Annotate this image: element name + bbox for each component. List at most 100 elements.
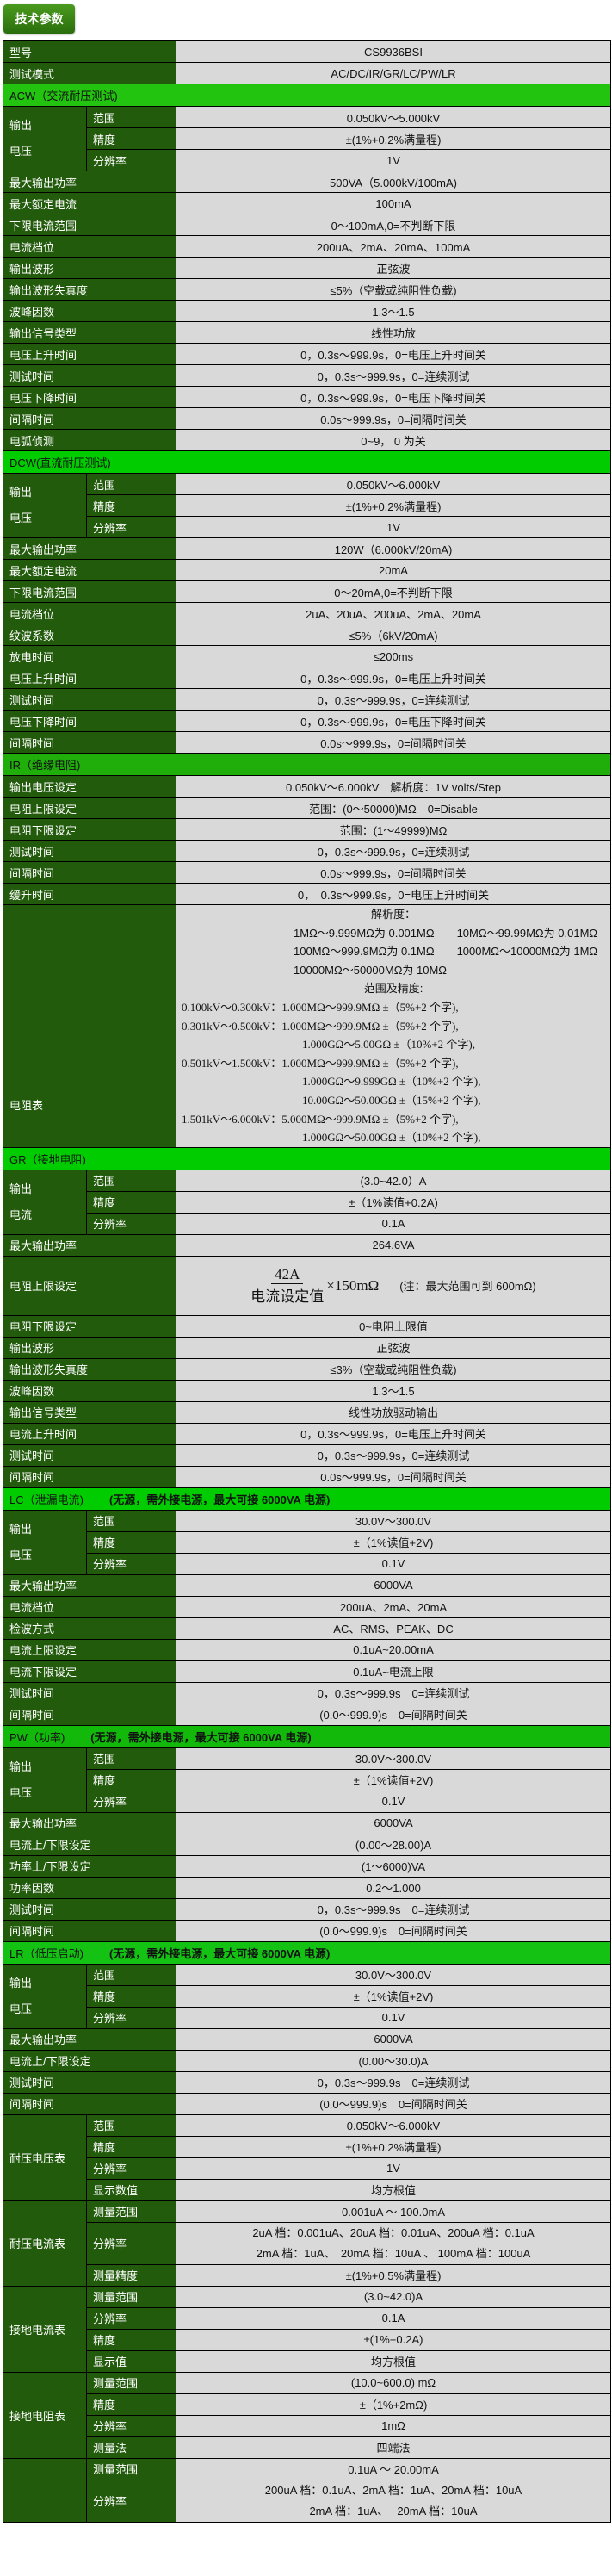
spec-row: 测量法 四端法 [3,2436,611,2459]
spec-row: 下限电流范围 0～100mA,0=不判断下限 [2,214,611,236]
section-title: LC（泄漏电流) [9,1493,83,1506]
section-header-row: GR（接地电阻) [3,1146,611,1170]
spec-row: 输出波形 正弦波 [2,1336,611,1359]
sub-label: 精度 [85,1530,177,1554]
spec-label: 输出波形失真度 [2,1357,177,1381]
resistance-spec-line: 1MΩ～9.999MΩ为 0.001MΩ 10MΩ～99.99MΩ为 0.01M… [294,926,598,940]
spec-row: 最大输出功率 6000VA [2,2027,611,2051]
spec-label: 间隔时间 [2,1919,177,1942]
spec-row: 最大额定电流 20mA [2,559,611,581]
spec-label: 功率因数 [2,1876,177,1899]
spec-label: 测试时间 [2,1443,177,1467]
spec-row: 电流上/下限设定 (0.00～30.0)A [2,2049,611,2072]
spec-label: 最大输出功率 [2,1233,177,1257]
group-cell: 耐压电流表 [3,2200,87,2287]
spec-value: ≤3%（空载或纯阻性负载) [176,1357,611,1381]
sub-label: 分辨率 [85,2414,177,2437]
spec-value: 正弦波 [176,1336,611,1359]
resistance-spec-line: 解析度： [371,908,417,921]
spec-label: 输出波形 [2,257,177,279]
spec-value: 30.0V～300.0V [176,1963,611,1986]
resistance-spec-line: 10.00GΩ～50.00GΩ ±（15%+2 个字), [302,1093,481,1107]
spec-value: (3.0~42.0）A [176,1169,611,1192]
spec-value: 0.1V [176,1552,611,1575]
sub-label: 分辨率 [85,1790,177,1813]
spec-value: 范围：(0～50000)MΩ 0=Disable [176,797,611,819]
spec-label: 最大输出功率 [2,2027,177,2051]
spec-row: 电阻下限设定 范围：(1～49999)MΩ [2,818,611,841]
spec-table: 型号 CS9936BSI 测试模式 AC/DC/IR/GR/LC/PW/LR ACW（交… [2,40,611,2523]
spec-label: 间隔时间 [2,861,177,884]
spec-label: 电流上/下限设定 [2,2049,177,2072]
spec-value: ±(1%+0.2%满量程) [176,2135,611,2158]
spec-value: 0.1A [176,2306,611,2330]
spec-value: 0.0s～999.9s，0=间隔时间关 [176,1465,611,1488]
spec-row: 分辨率 0.1A [3,2306,611,2330]
section-header: ACW（交流耐压测试) [3,84,611,107]
spec-row: 间隔时间 0.0s～999.9s，0=间隔时间关 [2,731,611,754]
spec-row: 测量范围 0.1uA ～ 20.00mA [3,2457,611,2523]
spec-value: 100mA [176,192,611,214]
sub-label: 范围 [85,106,177,128]
spec-row: 耐压电流表 测量范围 0.001uA ～ 100.0mA [3,2200,611,2287]
spec-value: 线性功放驱动输出 [176,1400,611,1424]
spec-row: 间隔时间 0.0s～999.9s，0=间隔时间关 [2,861,611,884]
sub-label: 精度 [85,2393,177,2416]
spec-row: 纹波系数 ≤5%（6kV/20mA) [2,624,611,646]
spec-value: (0.0～999.9)s 0=间隔时间关 [176,2092,611,2115]
spec-value: (0.00～30.0)A [176,2049,611,2072]
spec-row: 测试时间 0，0.3s～999.9s 0=连续测试 [2,2070,611,2094]
spec-row: 分辨率 1V [3,149,611,171]
spec-label: 电弧侦测 [2,429,177,451]
spec-label: 电阻表 [2,904,177,1148]
sub-label: 精度 [85,1190,177,1214]
spec-value: ±（1%读值+2V) [176,1984,611,2008]
spec-row: 精度 ±(1%+0.2%满量程) [3,494,611,517]
spec-value: 0，0.3s～999.9s 0=连续测试 [176,1681,611,1704]
spec-row: 输出波形失真度 ≤5%（空载或纯阻性负载) [2,278,611,301]
resistance-spec-line: 100MΩ～999.9MΩ为 0.1MΩ 1000MΩ～10000MΩ为 1MΩ [294,945,598,959]
spec-row: 电流档位 200uA、2mA、20mA、100mA [2,235,611,258]
group-cell: 输出电压 [3,1509,87,1575]
spec-label: 电阻下限设定 [2,1314,177,1338]
spec-label: 电流上升时间 [2,1422,177,1445]
spec-value: 0～100mA,0=不判断下限 [176,214,611,236]
section-header: GR（接地电阻) [3,1146,611,1170]
spec-value: 0， 0.3s～999.9s，0=电压上升时间关 [176,883,611,905]
spec-value: ±(1%+0.2A) [176,2328,611,2351]
section-header-row: IR（绝缘电阻) [3,753,611,776]
section-header: DCW(直流耐压测试) [3,450,611,474]
group-label: 输出电压 [9,1522,33,1561]
spec-label: 输出信号类型 [2,321,177,344]
section-header-row: LC（泄漏电流) (无源，需外接电源，最大可接 6000VA 电源) [3,1487,611,1511]
spec-row: 电弧侦测 0~9， 0 为关 [2,429,611,451]
group-label: 输出电压 [9,1760,33,1799]
spec-row: 精度 ±（1%读值+2V) [3,1768,611,1791]
spec-value: 0，0.3s～999.9s，0=电压上升时间关 [176,343,611,365]
sub-label: 范围 [85,1963,177,1986]
spec-row: 精度 ±(1%+0.2A) [3,2328,611,2351]
section-note: (无源，需外接电源，最大可接 6000VA 电源) [108,1493,331,1506]
section-header-row: ACW（交流耐压测试) [3,84,611,107]
tech-specs-tab[interactable]: 技术参数 [3,4,75,34]
spec-label: 电压下降时间 [2,710,177,732]
spec-label: 电阻上限设定 [2,1255,177,1316]
resistance-limit-formula: 42A 电流设定值 ×150mΩ (注：最大范围可到 600mΩ) [176,1255,611,1316]
sub-label: 显示值 [85,2349,177,2373]
spec-row: 测试时间 0，0.3s～999.9s 0=连续测试 [2,1897,611,1921]
spec-label: 波峰因数 [2,300,177,322]
spec-value: 1mΩ [176,2414,611,2437]
spec-value: 1V [176,2157,611,2180]
spec-row: 最大输出功率 6000VA [2,1574,611,1597]
resistance-spec-line: 1.000GΩ～9.999GΩ ±（10%+2 个字), [302,1075,481,1089]
spec-value: 四端法 [176,2436,611,2459]
sub-label: 测量范围 [85,2200,177,2223]
sub-label: 精度 [85,494,177,517]
spec-value: 0.1uA ～ 20.00mA [176,2457,611,2480]
resistance-spec-line: 0.100kV～0.300kV：1.000MΩ～999.9MΩ ±（5%+2 个… [182,1000,459,1014]
spec-label: 纹波系数 [2,624,177,646]
spec-value: 0，0.3s～999.9s，0=连续测试 [176,840,611,862]
spec-value: 0，0.3s～999.9s，0=连续测试 [176,1443,611,1467]
sub-label: 精度 [85,2135,177,2158]
spec-label: 测试时间 [2,2070,177,2094]
